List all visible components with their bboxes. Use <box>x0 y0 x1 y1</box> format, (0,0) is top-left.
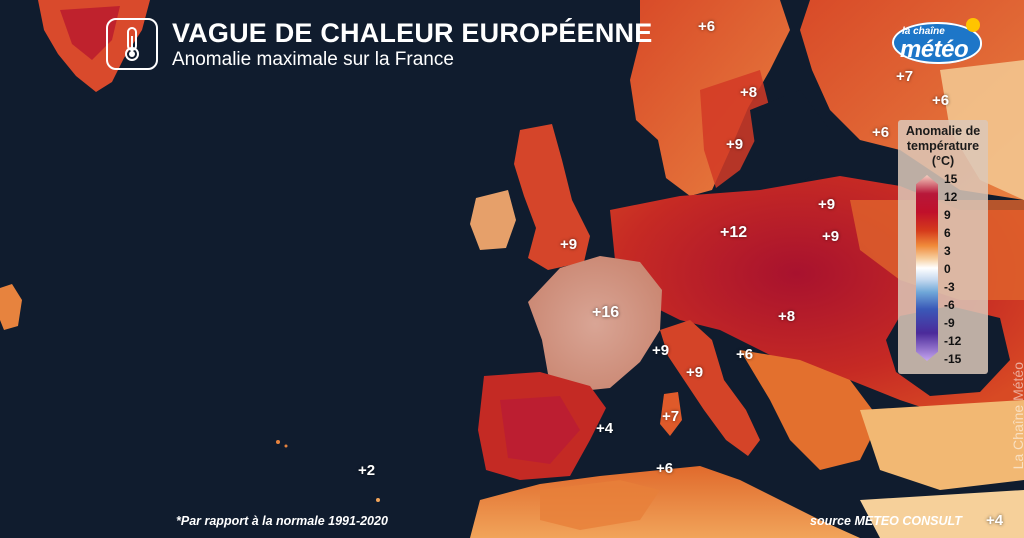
source-credit: source METEO CONSULT <box>810 514 962 528</box>
legend-tick: -12 <box>944 334 962 348</box>
temperature-legend: Anomalie de température (°C) 15 12 9 6 3… <box>898 120 988 374</box>
anomaly-label-poland: +9 <box>818 196 836 213</box>
header: VAGUE DE CHALEUR EUROPÉENNE Anomalie max… <box>106 18 652 72</box>
anomaly-label-uk: +9 <box>560 236 578 253</box>
legend-tick: -3 <box>944 280 955 294</box>
sardinia <box>660 392 682 436</box>
legend-tick: -15 <box>944 352 962 366</box>
balkans <box>740 350 880 470</box>
legend-tick: 9 <box>944 208 951 222</box>
anomaly-label-germany: +12 <box>720 224 748 241</box>
la-chaine-meteo-logo: la chaîne météo <box>892 16 988 66</box>
legend-tick: 0 <box>944 262 951 276</box>
anomaly-label-balearic: +4 <box>596 420 614 437</box>
page-title: VAGUE DE CHALEUR EUROPÉENNE <box>172 18 653 48</box>
ireland <box>470 190 516 250</box>
anomaly-label-italy: +9 <box>686 364 704 381</box>
legend-color-scale <box>916 175 938 361</box>
anomaly-label-balkans: +6 <box>736 346 754 363</box>
anomaly-label-tunisia: +6 <box>656 460 674 477</box>
anomaly-label-atlantic: +2 <box>358 462 376 479</box>
sun-icon <box>966 18 980 32</box>
legend-title: Anomalie de température (°C) <box>905 124 981 168</box>
legend-tick: 6 <box>944 226 951 240</box>
anomaly-label-belarus: +9 <box>822 228 840 245</box>
anomaly-label-norway: +6 <box>698 18 716 35</box>
legend-tick: 15 <box>944 172 958 186</box>
watermark: La Chaîne Météo <box>1010 362 1024 470</box>
anomaly-label-hungary: +8 <box>778 308 796 325</box>
great-britain <box>514 124 590 270</box>
anomaly-label-finland-east: +6 <box>872 124 890 141</box>
azores-land <box>0 284 22 330</box>
legend-tick: -6 <box>944 298 955 312</box>
france <box>528 256 662 392</box>
anomaly-label-baltic: +8 <box>740 84 758 101</box>
anomaly-label-sweden: +9 <box>726 136 744 153</box>
anomaly-label-russia-north: +7 <box>896 68 914 85</box>
footnote: *Par rapport à la normale 1991-2020 <box>176 514 388 528</box>
anomaly-label-france: +16 <box>592 304 620 321</box>
anomaly-label-sardinia: +7 <box>662 408 680 425</box>
anomaly-label-east-med: +4 <box>986 512 1004 529</box>
thermometer-icon <box>106 18 158 70</box>
turkey <box>860 400 1024 490</box>
middle-east <box>860 490 1024 538</box>
legend-tick: 12 <box>944 190 958 204</box>
anomaly-label-russia-east: +6 <box>932 92 950 109</box>
page-subtitle: Anomalie maximale sur la France <box>172 49 454 70</box>
legend-tick: 3 <box>944 244 951 258</box>
anomaly-label-alps: +9 <box>652 342 670 359</box>
legend-tick: -9 <box>944 316 955 330</box>
italy <box>660 320 760 456</box>
logo-small-text: la chaîne <box>902 26 945 37</box>
logo-big-text: météo <box>900 36 969 63</box>
